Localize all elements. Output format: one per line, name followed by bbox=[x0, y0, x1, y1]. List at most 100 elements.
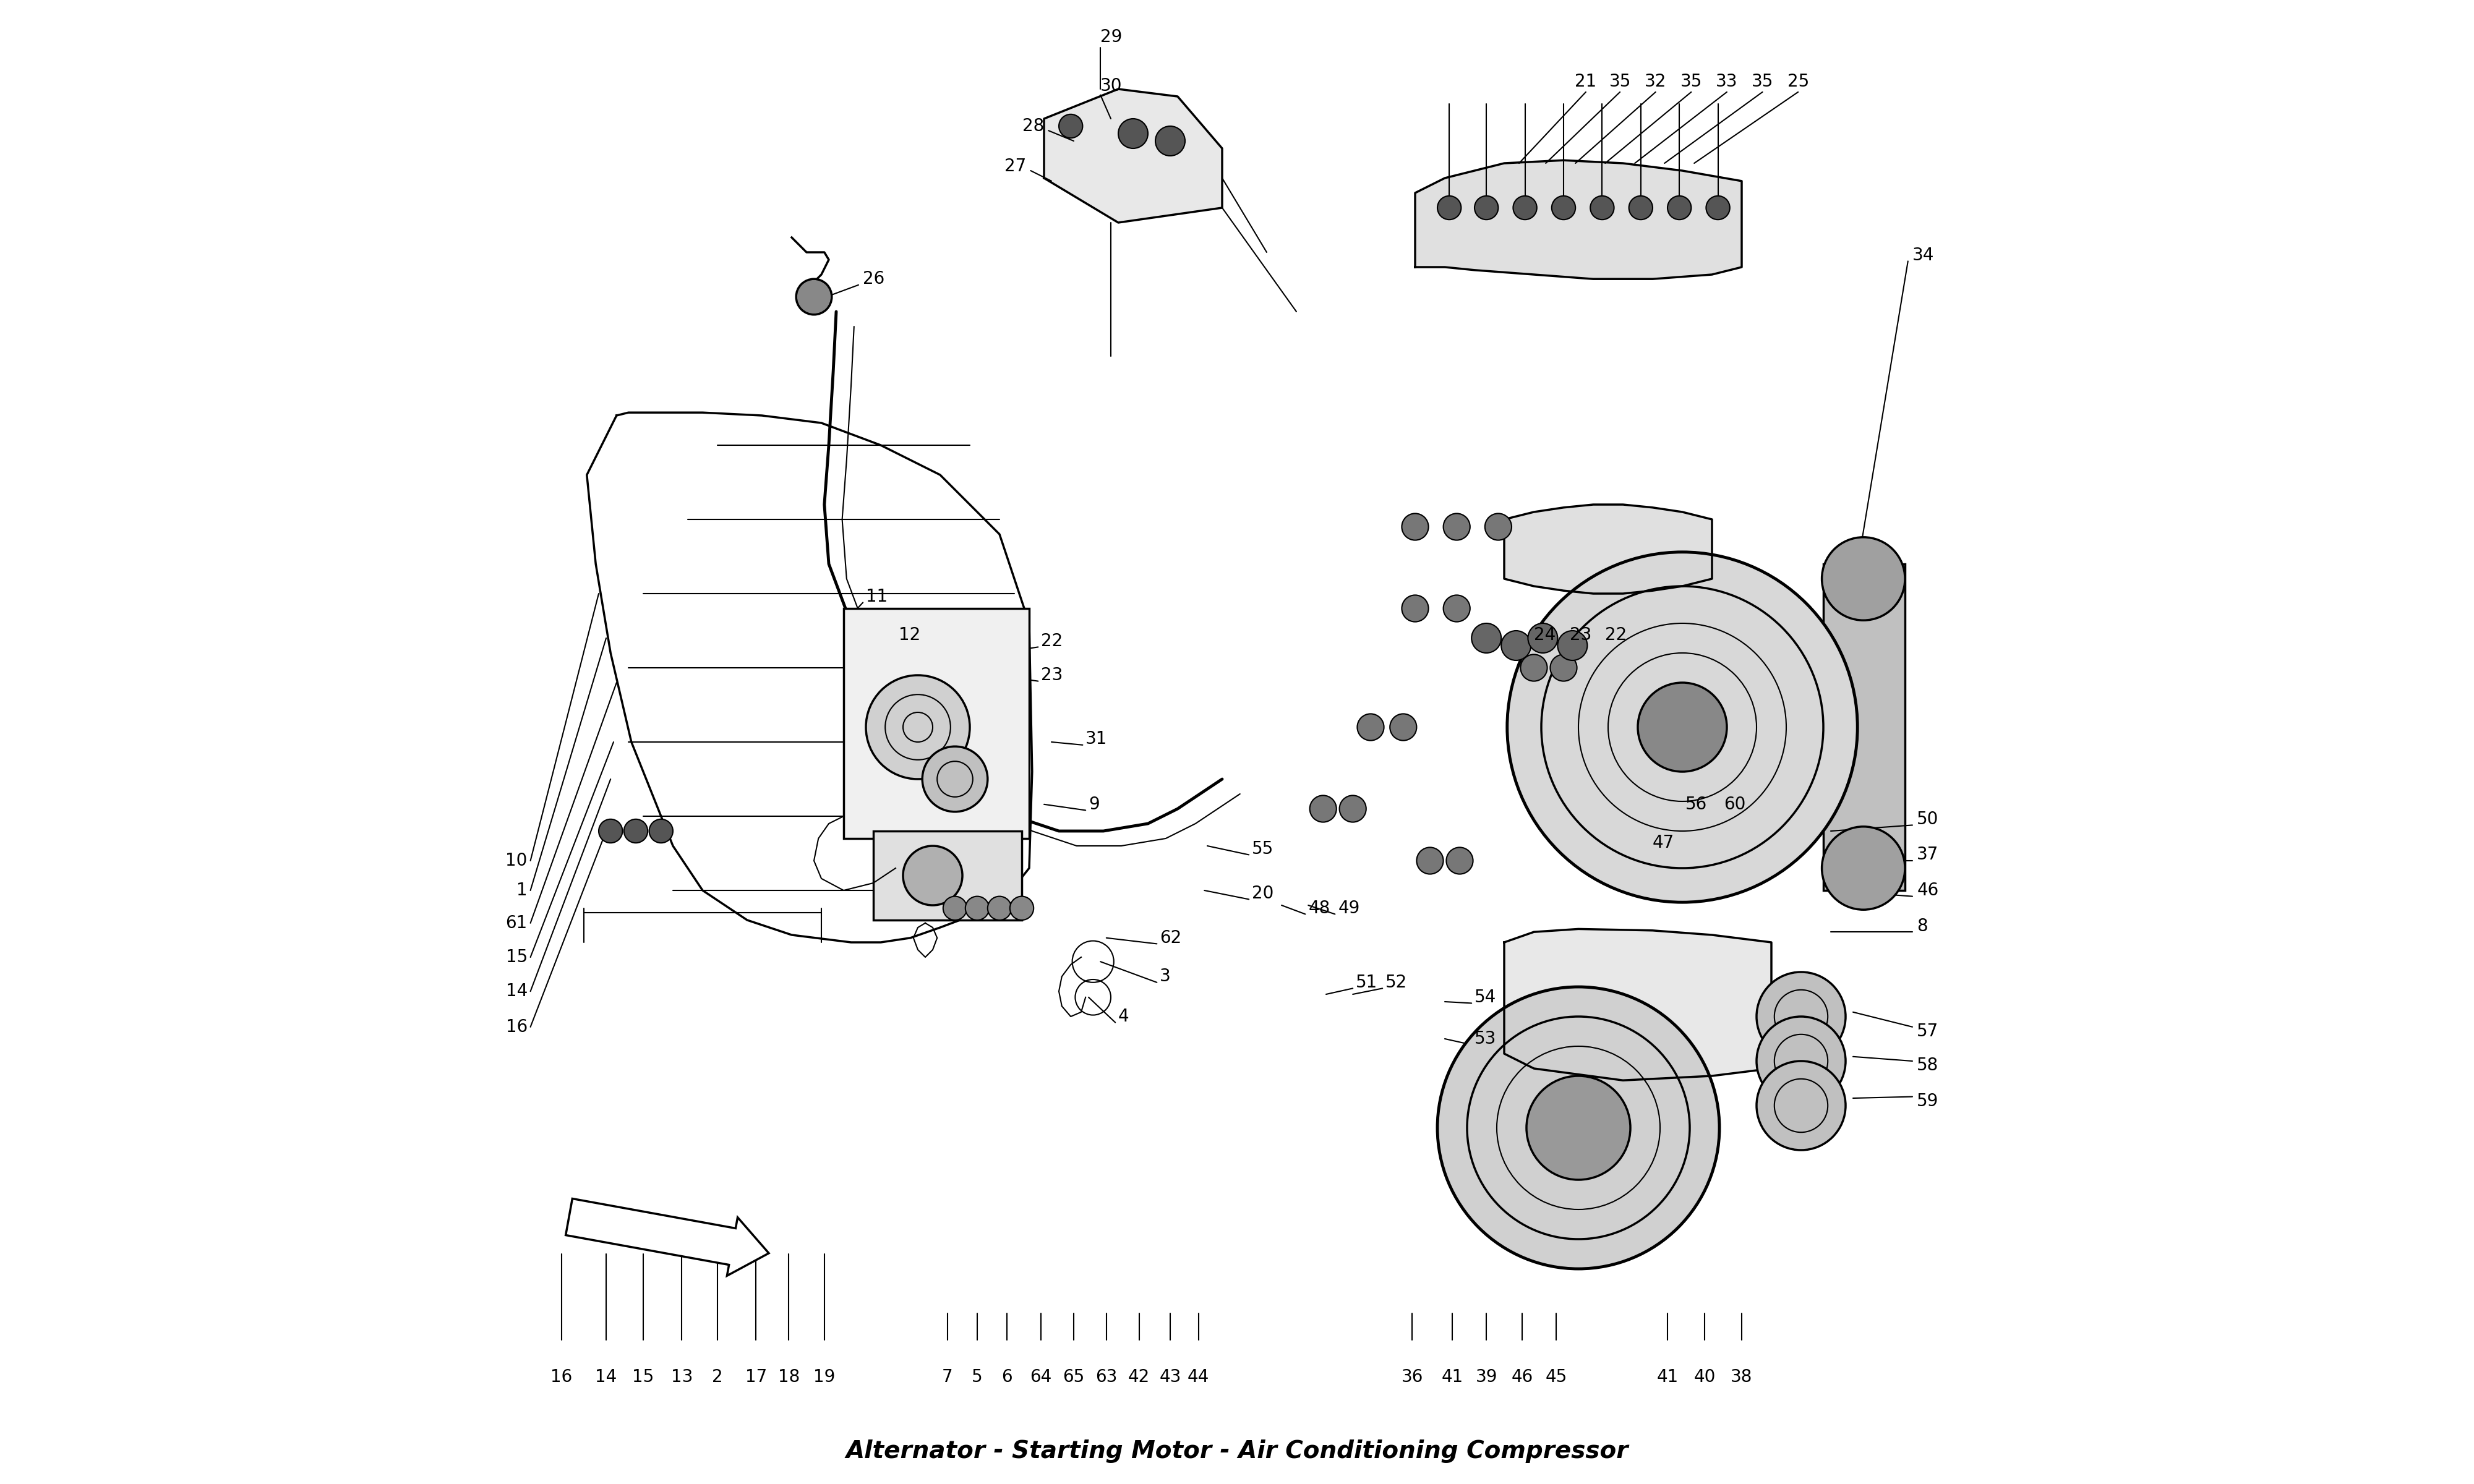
Text: 31: 31 bbox=[1086, 730, 1108, 748]
Text: 21: 21 bbox=[1576, 73, 1596, 91]
Circle shape bbox=[1403, 595, 1427, 622]
Text: 15: 15 bbox=[505, 948, 527, 966]
Circle shape bbox=[599, 819, 623, 843]
Circle shape bbox=[1403, 513, 1427, 540]
Text: 6: 6 bbox=[1002, 1368, 1012, 1386]
Text: 13: 13 bbox=[670, 1368, 693, 1386]
Circle shape bbox=[1507, 552, 1858, 902]
Circle shape bbox=[1757, 1061, 1846, 1150]
Circle shape bbox=[1591, 196, 1613, 220]
Circle shape bbox=[1707, 196, 1729, 220]
Text: 39: 39 bbox=[1475, 1368, 1497, 1386]
Circle shape bbox=[648, 819, 673, 843]
Text: 46: 46 bbox=[1917, 881, 1940, 899]
Text: 9: 9 bbox=[1089, 795, 1098, 813]
Text: 34: 34 bbox=[1912, 246, 1935, 264]
Text: 61: 61 bbox=[505, 914, 527, 932]
Circle shape bbox=[1442, 595, 1470, 622]
Circle shape bbox=[623, 819, 648, 843]
Circle shape bbox=[1309, 795, 1336, 822]
Circle shape bbox=[923, 746, 987, 812]
Text: 63: 63 bbox=[1096, 1368, 1118, 1386]
Text: 64: 64 bbox=[1029, 1368, 1051, 1386]
Text: 33: 33 bbox=[1717, 73, 1737, 91]
Polygon shape bbox=[1504, 929, 1771, 1080]
Text: 46: 46 bbox=[1512, 1368, 1534, 1386]
Text: 25: 25 bbox=[1786, 73, 1808, 91]
Text: Alternator - Starting Motor - Air Conditioning Compressor: Alternator - Starting Motor - Air Condit… bbox=[846, 1439, 1628, 1463]
Text: 55: 55 bbox=[1252, 840, 1274, 858]
Text: 14: 14 bbox=[505, 982, 527, 1000]
Text: 42: 42 bbox=[1128, 1368, 1150, 1386]
Text: 22: 22 bbox=[1042, 632, 1064, 650]
Circle shape bbox=[1390, 714, 1418, 741]
Circle shape bbox=[1059, 114, 1084, 138]
Circle shape bbox=[1338, 795, 1366, 822]
Text: 23: 23 bbox=[1042, 666, 1064, 684]
Bar bbox=[844, 608, 1029, 838]
Circle shape bbox=[1514, 196, 1536, 220]
Text: 58: 58 bbox=[1917, 1057, 1940, 1074]
Circle shape bbox=[1638, 683, 1727, 772]
Circle shape bbox=[1757, 1017, 1846, 1106]
Text: 16: 16 bbox=[505, 1018, 527, 1036]
Polygon shape bbox=[1415, 160, 1742, 279]
Text: 1: 1 bbox=[517, 881, 527, 899]
Circle shape bbox=[1358, 714, 1383, 741]
Text: 56: 56 bbox=[1685, 795, 1707, 813]
Text: 23: 23 bbox=[1569, 626, 1591, 644]
Circle shape bbox=[1821, 537, 1905, 620]
Text: 57: 57 bbox=[1917, 1022, 1940, 1040]
Text: 16: 16 bbox=[552, 1368, 571, 1386]
Circle shape bbox=[1009, 896, 1034, 920]
Circle shape bbox=[1418, 847, 1442, 874]
Circle shape bbox=[1522, 654, 1546, 681]
Text: 53: 53 bbox=[1475, 1030, 1497, 1048]
Text: 50: 50 bbox=[1917, 810, 1940, 828]
Text: 20: 20 bbox=[1252, 884, 1274, 902]
Polygon shape bbox=[1504, 505, 1712, 594]
Text: 28: 28 bbox=[1022, 117, 1044, 135]
Circle shape bbox=[1529, 623, 1559, 653]
Text: 41: 41 bbox=[1658, 1368, 1677, 1386]
Text: 7: 7 bbox=[943, 1368, 952, 1386]
Text: 15: 15 bbox=[633, 1368, 653, 1386]
Text: 4: 4 bbox=[1118, 1008, 1128, 1025]
Text: 19: 19 bbox=[814, 1368, 836, 1386]
Circle shape bbox=[1484, 513, 1512, 540]
Circle shape bbox=[1155, 126, 1185, 156]
Circle shape bbox=[1628, 196, 1653, 220]
Circle shape bbox=[1437, 987, 1719, 1269]
Circle shape bbox=[965, 896, 990, 920]
Polygon shape bbox=[586, 413, 1032, 942]
Text: 45: 45 bbox=[1546, 1368, 1566, 1386]
Circle shape bbox=[1667, 196, 1692, 220]
Text: 3: 3 bbox=[1160, 968, 1170, 985]
Text: 14: 14 bbox=[596, 1368, 616, 1386]
Bar bbox=[1823, 564, 1905, 890]
Text: 8: 8 bbox=[1917, 917, 1927, 935]
Text: 35: 35 bbox=[1680, 73, 1702, 91]
Text: 49: 49 bbox=[1338, 899, 1361, 917]
Circle shape bbox=[1551, 196, 1576, 220]
Text: 17: 17 bbox=[745, 1368, 767, 1386]
Circle shape bbox=[1442, 513, 1470, 540]
Text: 59: 59 bbox=[1917, 1092, 1940, 1110]
Text: 5: 5 bbox=[972, 1368, 982, 1386]
Circle shape bbox=[903, 846, 962, 905]
Circle shape bbox=[797, 279, 831, 315]
Circle shape bbox=[1502, 631, 1531, 660]
Text: 12: 12 bbox=[898, 626, 920, 644]
Text: 27: 27 bbox=[1004, 157, 1027, 175]
Text: 40: 40 bbox=[1695, 1368, 1714, 1386]
Circle shape bbox=[1447, 847, 1472, 874]
Text: 18: 18 bbox=[777, 1368, 799, 1386]
Text: 32: 32 bbox=[1645, 73, 1667, 91]
Circle shape bbox=[1475, 196, 1499, 220]
Text: 54: 54 bbox=[1475, 988, 1497, 1006]
Text: 43: 43 bbox=[1160, 1368, 1180, 1386]
Circle shape bbox=[1526, 1076, 1630, 1180]
FancyArrow shape bbox=[567, 1199, 769, 1276]
Text: 37: 37 bbox=[1917, 846, 1940, 864]
Text: 44: 44 bbox=[1188, 1368, 1210, 1386]
